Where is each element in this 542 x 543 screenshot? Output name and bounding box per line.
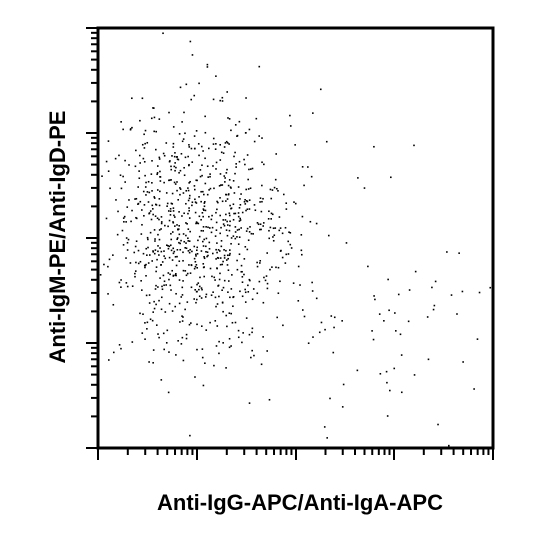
x-axis-label: Anti-IgG-APC/Anti-IgA-APC	[140, 490, 460, 516]
y-axis-label: Anti-IgM-PE/Anti-IgD-PE	[45, 77, 71, 397]
scatter-plot-svg	[0, 0, 542, 543]
scatter-chart-container: Anti-IgG-APC/Anti-IgA-APC Anti-IgM-PE/An…	[0, 0, 542, 543]
